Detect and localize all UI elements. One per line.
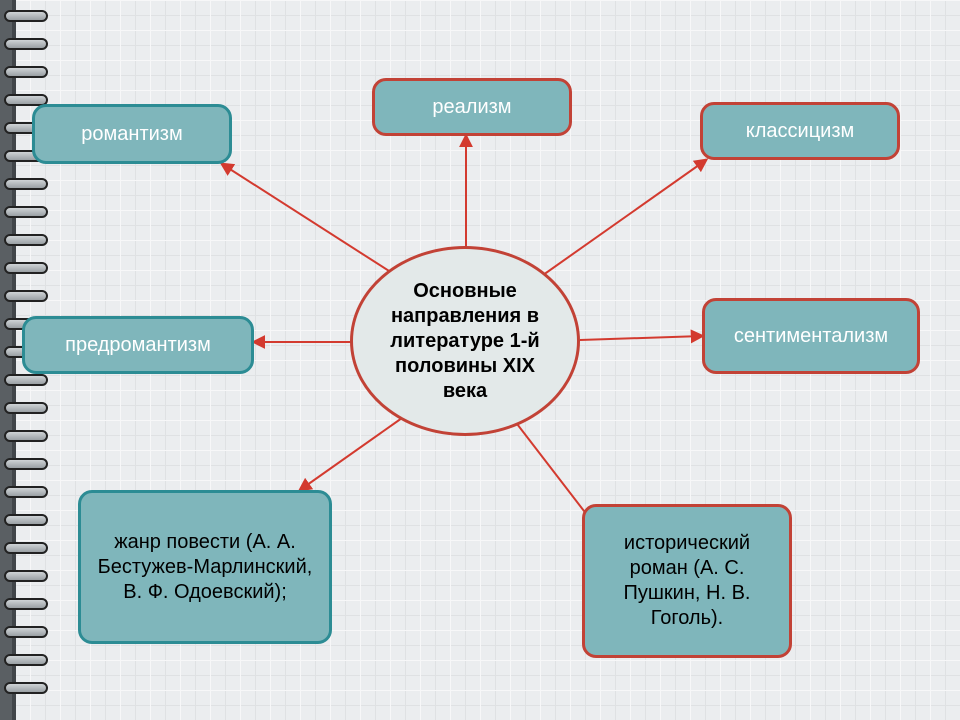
arrow-classicism: [536, 160, 706, 280]
arrow-genre-story: [300, 418, 402, 490]
node-realism: реализм: [372, 78, 572, 136]
node-romanticism: романтизм: [32, 104, 232, 164]
node-genre-story: жанр повести (А. А. Бестужев-Марлинский,…: [78, 490, 332, 644]
node-historical: исторический роман (А. С. Пушкин, Н. В. …: [582, 504, 792, 658]
arrow-sentimentalism: [580, 336, 702, 340]
node-sentimentalism: сентиментализм: [702, 298, 920, 374]
arrow-romanticism: [222, 164, 400, 278]
slide: Основные направления в литературе 1-й по…: [0, 0, 960, 720]
arrow-historical: [514, 420, 594, 524]
center-node: Основные направления в литературе 1-й по…: [350, 246, 580, 436]
node-preromanticism: предромантизм: [22, 316, 254, 374]
node-classicism: классицизм: [700, 102, 900, 160]
